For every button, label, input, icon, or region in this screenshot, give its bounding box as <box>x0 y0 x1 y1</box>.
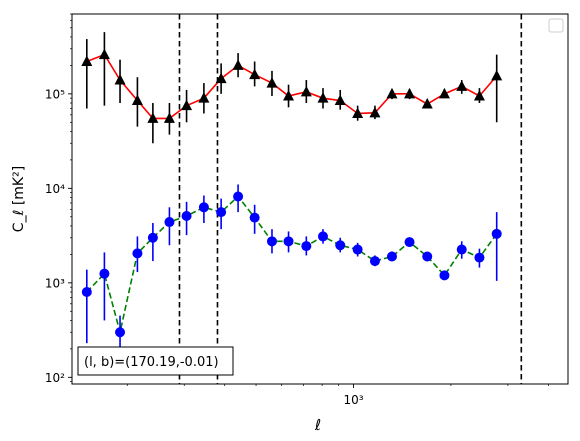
series-2-line <box>86 195 498 333</box>
series-2-marker <box>216 207 227 218</box>
series-1-marker <box>421 98 433 109</box>
series-2-marker <box>81 286 92 297</box>
series-2-marker <box>422 251 433 262</box>
y-tick-label: 10⁵ <box>45 87 65 101</box>
series-1-marker <box>456 80 468 91</box>
series-2-marker <box>266 236 277 247</box>
series-1-marker <box>369 106 381 118</box>
y-tick-label: 10⁴ <box>45 182 65 196</box>
series-2-marker <box>233 191 244 202</box>
series-2-marker <box>198 202 209 213</box>
series-2-marker <box>181 210 192 221</box>
legend-box[interactable] <box>548 18 564 33</box>
series-1-marker <box>98 48 110 60</box>
series-2-marker <box>115 327 126 338</box>
series-2-marker <box>386 251 397 262</box>
x-tick-label: 10³ <box>343 393 363 407</box>
series-1-marker <box>147 112 159 123</box>
series-2-marker <box>474 252 485 263</box>
series-2-marker <box>132 248 143 259</box>
series-2-marker <box>249 212 260 223</box>
y-tick-label: 10³ <box>45 276 65 290</box>
series-1-marker <box>81 55 93 66</box>
annotation: (l, b)=(170.19,-0.01) <box>77 346 234 376</box>
series-1-marker <box>352 107 364 118</box>
axes-frame <box>71 13 569 385</box>
series-1-marker <box>232 59 244 70</box>
series-2-marker <box>301 241 312 252</box>
series-2-marker <box>335 240 346 251</box>
series-1-marker <box>266 77 278 88</box>
annotation-text: (l, b)=(170.19,-0.01) <box>84 355 219 370</box>
series-1-marker <box>438 87 450 99</box>
series-2-marker <box>147 232 158 243</box>
annotation-box <box>77 346 234 376</box>
series-1-marker <box>491 69 503 81</box>
series-1-line <box>86 53 498 120</box>
series-1-marker <box>249 68 261 80</box>
series-1-marker <box>163 112 175 123</box>
series-2-marker <box>164 217 175 228</box>
series-2-marker <box>283 236 294 247</box>
series-2-marker <box>456 244 467 255</box>
series-1-marker <box>386 87 398 99</box>
series-1-marker <box>131 94 143 106</box>
series-1-marker <box>114 74 126 85</box>
series-1-marker <box>404 87 416 99</box>
series-1-marker <box>300 85 312 97</box>
series-1-marker <box>473 89 485 101</box>
y-tick-label: 10² <box>45 371 65 385</box>
series-2-marker <box>404 237 415 248</box>
series-1-marker <box>317 92 329 103</box>
x-axis-label: ℓ <box>314 416 321 434</box>
axes: 10² 10³ 10⁴ 10⁵ 10³ <box>45 13 549 407</box>
series-1-marker <box>215 72 227 84</box>
series-2-marker <box>491 228 502 239</box>
series-2-marker <box>99 268 110 279</box>
series-2-marker <box>439 270 450 281</box>
series-1-marker <box>181 99 193 111</box>
plot-area <box>81 14 523 384</box>
series-2-marker <box>352 244 363 255</box>
series-1-marker <box>198 92 210 103</box>
series-1-marker <box>283 89 295 101</box>
series-2-marker <box>317 231 328 242</box>
series-1-marker <box>334 94 346 106</box>
y-axis-label: C_ℓ [mK²] <box>11 166 27 232</box>
series-2-marker <box>369 256 380 267</box>
